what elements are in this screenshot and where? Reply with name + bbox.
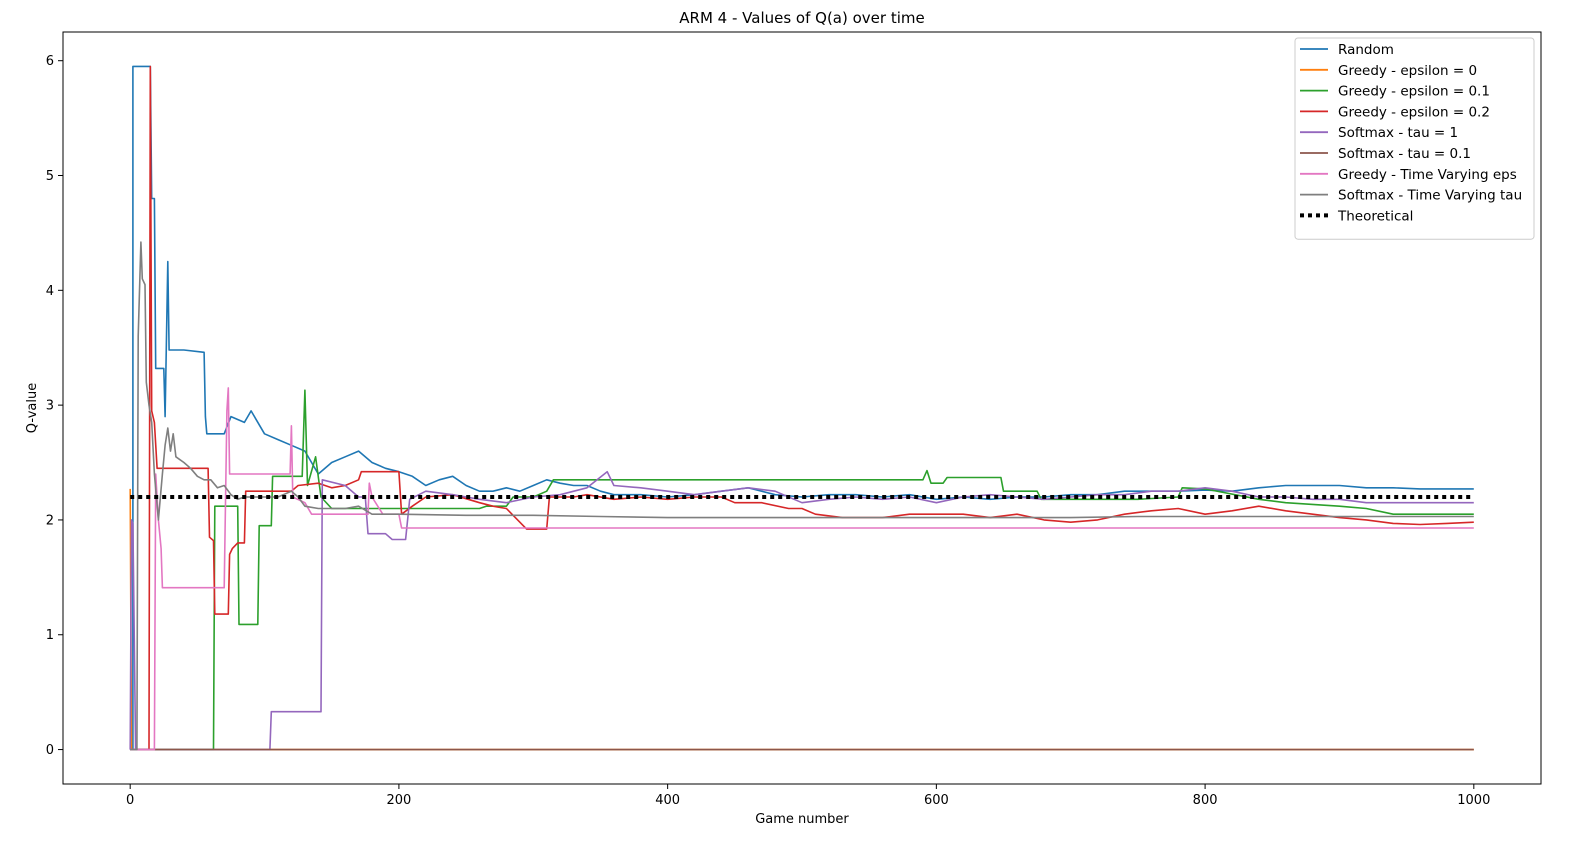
y-tick-label: 2 (46, 513, 54, 528)
series-line-random (130, 65, 1474, 751)
legend-label: Softmax - Time Varying tau (1338, 188, 1522, 204)
x-axis: 0 200 400 600 800 1000 (126, 784, 1490, 808)
series-line-softmax-tau-1 (129, 470, 1474, 751)
x-tick-label: 0 (126, 793, 134, 808)
y-axis-label: Q-value (25, 383, 40, 433)
y-tick-label: 5 (46, 169, 54, 184)
x-tick-label: 400 (655, 793, 680, 808)
x-tick-label: 800 (1193, 793, 1218, 808)
y-axis: 0 1 2 3 4 5 6 (46, 54, 63, 758)
y-tick-label: 0 (46, 743, 54, 758)
legend-label: Greedy - epsilon = 0.2 (1338, 104, 1490, 120)
legend-label: Greedy - epsilon = 0 (1338, 63, 1477, 79)
legend-label: Greedy - Time Varying eps (1338, 167, 1517, 183)
y-tick-label: 3 (46, 399, 54, 414)
legend-label: Softmax - tau = 1 (1338, 125, 1458, 141)
legend: Random Greedy - epsilon = 0 Greedy - epsil… (1294, 37, 1535, 240)
legend-label: Random (1338, 42, 1394, 58)
legend-label: Greedy - epsilon = 0.1 (1338, 84, 1490, 100)
x-axis-label: Game number (755, 812, 849, 827)
y-tick-label: 4 (46, 284, 54, 299)
legend-label: Softmax - tau = 0.1 (1338, 146, 1471, 162)
y-tick-label: 1 (46, 628, 54, 643)
series-layer (129, 65, 1474, 751)
x-tick-label: 200 (386, 793, 411, 808)
chart-title: ARM 4 - Values of Q(a) over time (679, 9, 924, 27)
series-line-greedy-time-varying-eps (130, 387, 1474, 751)
x-tick-label: 1000 (1457, 793, 1490, 808)
series-line-greedy-epsilon-0-1 (130, 389, 1474, 751)
legend-label: Theoretical (1337, 208, 1413, 224)
x-tick-label: 600 (924, 793, 949, 808)
y-tick-label: 6 (46, 54, 54, 69)
legend-box (1294, 37, 1535, 240)
